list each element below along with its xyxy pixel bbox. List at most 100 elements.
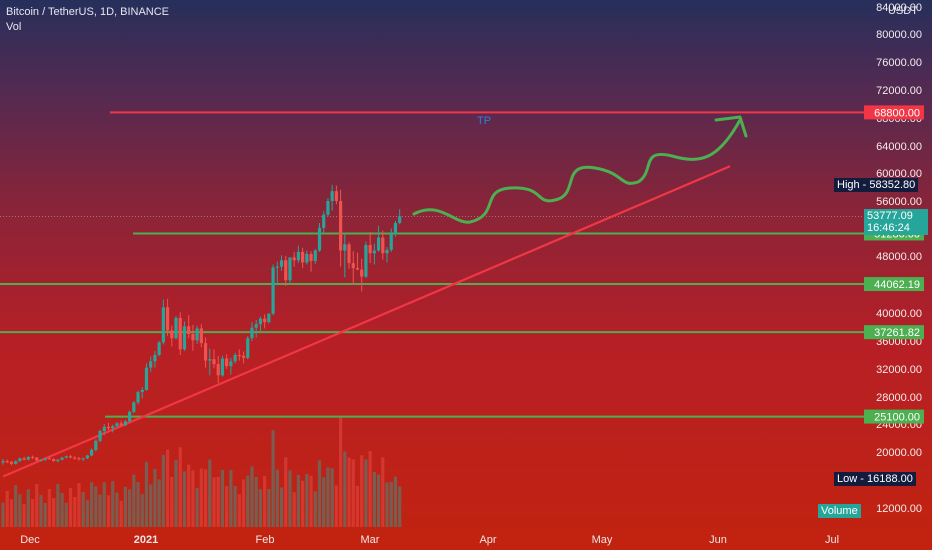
volume-bar bbox=[136, 482, 140, 527]
x-tick-label: Jun bbox=[709, 534, 727, 546]
candle-body bbox=[77, 458, 81, 460]
volume-bar bbox=[132, 474, 136, 527]
candle-body bbox=[368, 245, 372, 254]
candle-body bbox=[203, 343, 208, 361]
candle-body bbox=[22, 458, 26, 460]
candle-body bbox=[343, 244, 347, 251]
volume-bar bbox=[385, 482, 389, 527]
last-price-countdown: 16:46:24 bbox=[867, 222, 910, 234]
volume-bar bbox=[326, 467, 330, 527]
tp-annotation[interactable]: TP bbox=[477, 115, 492, 127]
volume-bar bbox=[157, 479, 161, 527]
price-level-tag bbox=[864, 325, 924, 340]
low-label: Low bbox=[837, 473, 858, 485]
volume-bar bbox=[106, 495, 111, 527]
y-tick-label: 56000.00 bbox=[876, 196, 922, 208]
candle-body bbox=[233, 355, 237, 362]
candle-body bbox=[195, 328, 199, 341]
currency-label: USDT bbox=[888, 5, 918, 17]
volume-bar bbox=[381, 457, 385, 527]
volume-bar bbox=[26, 489, 30, 527]
volume-bar bbox=[360, 455, 364, 527]
candle-body bbox=[106, 426, 111, 429]
volume-bar bbox=[376, 474, 381, 527]
candle-body bbox=[119, 423, 123, 426]
vol-indicator-label[interactable]: Vol bbox=[6, 21, 22, 33]
volume-bar bbox=[275, 469, 279, 527]
volume-bar bbox=[85, 500, 89, 527]
volume-bar bbox=[271, 430, 275, 527]
volume-bar bbox=[64, 502, 68, 527]
candle-body bbox=[385, 249, 389, 254]
price-level-label: 68800.00 bbox=[874, 107, 920, 119]
candle-body bbox=[279, 260, 284, 267]
y-tick-label: 80000.00 bbox=[876, 29, 922, 41]
candle-body bbox=[94, 440, 98, 450]
candle-body bbox=[229, 361, 233, 367]
volume-bar bbox=[263, 476, 267, 527]
volume-bar bbox=[203, 469, 208, 527]
candle-body bbox=[39, 459, 43, 461]
volume-bar bbox=[288, 470, 292, 527]
price-level-label: 37261.82 bbox=[874, 327, 920, 339]
volume-bar bbox=[279, 487, 284, 527]
candle-body bbox=[115, 423, 119, 427]
candle-body bbox=[330, 191, 334, 201]
low-value: 16188.00 bbox=[866, 473, 913, 485]
candle-body bbox=[144, 367, 149, 390]
volume-bar bbox=[393, 476, 398, 527]
candle-body bbox=[64, 456, 68, 458]
volume-bar bbox=[258, 489, 263, 527]
volume-bar bbox=[267, 489, 271, 527]
price-level-label: 25100.00 bbox=[874, 412, 920, 424]
y-tick-label: 64000.00 bbox=[876, 141, 922, 153]
x-tick-label: Dec bbox=[20, 534, 40, 546]
volume-bar bbox=[90, 482, 94, 527]
volume-bar bbox=[309, 475, 313, 527]
volume-bar bbox=[343, 451, 347, 527]
candle-body bbox=[208, 359, 212, 361]
y-tick-label: 72000.00 bbox=[876, 85, 922, 97]
y-tick-label: 60000.00 bbox=[876, 168, 922, 180]
x-tick-label: Jul bbox=[825, 534, 839, 546]
volume-bar bbox=[313, 491, 317, 527]
candle-body bbox=[393, 223, 398, 234]
candle-body bbox=[43, 458, 47, 460]
volume-bar bbox=[43, 503, 47, 527]
last-price-value: 53777.09 bbox=[867, 210, 913, 222]
candle-body bbox=[381, 237, 385, 254]
candle-body bbox=[389, 234, 393, 250]
candle-body bbox=[60, 457, 64, 460]
candle-body bbox=[111, 426, 115, 429]
projection-arrow-head-icon bbox=[714, 115, 748, 138]
projection-wave-arrow bbox=[412, 118, 742, 224]
candle-body bbox=[73, 457, 77, 459]
volume-bar bbox=[216, 476, 220, 527]
volume-bar bbox=[372, 472, 376, 527]
candle-body bbox=[9, 461, 14, 464]
candle-body bbox=[351, 263, 355, 269]
volume-bar bbox=[30, 499, 35, 527]
candle-body bbox=[246, 338, 250, 358]
candle-body bbox=[339, 201, 343, 251]
candle-body bbox=[5, 461, 9, 463]
candle-body bbox=[288, 257, 292, 281]
volume-bar bbox=[292, 492, 296, 527]
x-tick-label: Mar bbox=[361, 534, 380, 546]
candle-body bbox=[355, 268, 360, 270]
volume-bar bbox=[153, 468, 157, 527]
volume-bar bbox=[81, 492, 85, 527]
volume-bar bbox=[212, 477, 216, 527]
last-price-tag: 53777.09 16:46:24 bbox=[864, 209, 928, 235]
volume-bar bbox=[229, 469, 233, 527]
volume-bar bbox=[149, 484, 153, 527]
candle-body bbox=[237, 355, 241, 356]
volume-bar bbox=[241, 479, 246, 527]
candle-body bbox=[212, 359, 216, 365]
candle-body bbox=[296, 251, 300, 261]
candle-body bbox=[52, 459, 56, 462]
volume-bar bbox=[60, 493, 64, 527]
volume-bar bbox=[111, 481, 115, 527]
